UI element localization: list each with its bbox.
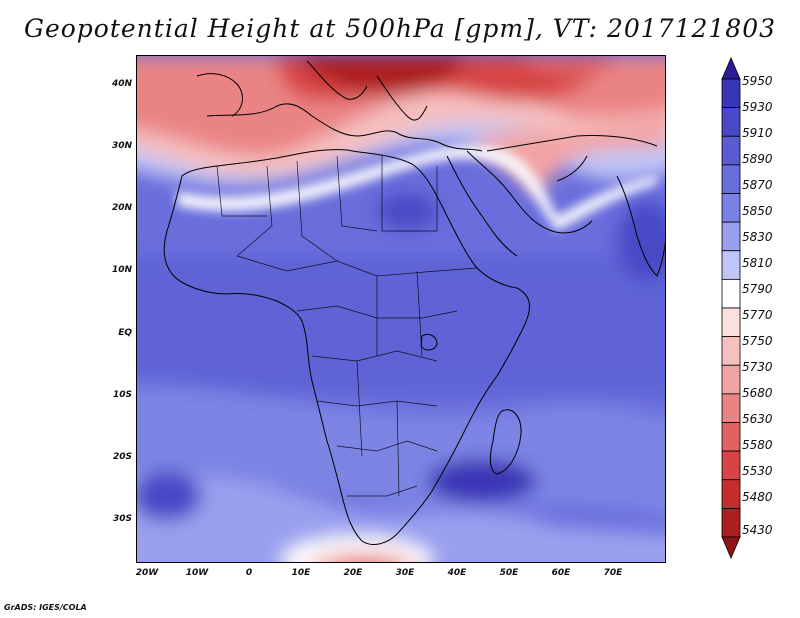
- colorbar-label: 5530: [742, 464, 773, 478]
- colorbar-label: 5870: [742, 178, 773, 192]
- colorbar-box: [721, 250, 741, 280]
- colorbar-box: [721, 336, 741, 366]
- colorbar-label: 5890: [742, 152, 773, 166]
- colorbar-box: [721, 422, 741, 452]
- colorbar-box: [721, 479, 741, 509]
- lon-label-50e: 50E: [499, 568, 519, 578]
- colorbar-box: [721, 135, 741, 166]
- colorbar-bottom-arrow: [721, 536, 741, 559]
- lon-label-60e: 60E: [551, 568, 571, 578]
- lon-label-20e: 20E: [343, 568, 363, 578]
- colorbar-label: 5810: [742, 256, 773, 270]
- lat-label-10s: 10S: [112, 390, 132, 400]
- lat-label-20n: 20N: [111, 203, 132, 213]
- colorbar-label: 5430: [742, 523, 773, 537]
- lat-label-10n: 10N: [111, 265, 132, 275]
- lat-label-40n: 40N: [111, 79, 132, 89]
- colorbar-label: 5930: [742, 100, 773, 114]
- colorbar-box: [721, 307, 741, 338]
- credit-text: GrADS: IGES/COLA: [4, 603, 87, 612]
- lon-label-30e: 30E: [395, 568, 415, 578]
- colorbar-label: 5630: [742, 412, 773, 426]
- lon-label-40e: 40E: [447, 568, 467, 578]
- lon-label-70e: 70E: [603, 568, 623, 578]
- colorbar-label: 5830: [742, 230, 773, 244]
- lon-label-0: 0: [245, 568, 253, 578]
- colorbar-label: 5910: [742, 126, 773, 140]
- lat-label-30s: 30S: [112, 514, 132, 524]
- geopotential-field: [137, 56, 665, 562]
- colorbar-label: 5950: [742, 74, 773, 88]
- lat-label-30n: 30N: [111, 141, 132, 151]
- colorbar-label: 5680: [742, 386, 773, 400]
- colorbar-box: [721, 507, 741, 538]
- lon-label-10w: 10W: [185, 568, 209, 578]
- colorbar-label: 5750: [742, 334, 773, 348]
- lat-label-20s: 20S: [112, 452, 132, 462]
- lon-label-20w: 20W: [135, 568, 159, 578]
- colorbar-label: 5850: [742, 204, 773, 218]
- colorbar-box: [721, 193, 741, 223]
- colorbar-box: [721, 278, 741, 309]
- colorbar-label: 5480: [742, 490, 773, 504]
- colorbar-box: [721, 364, 741, 395]
- colorbar-top-arrow: [721, 57, 741, 80]
- colorbar-label: 5790: [742, 282, 773, 296]
- colorbar-label: 5770: [742, 308, 773, 322]
- colorbar-label: 5580: [742, 438, 773, 452]
- lat-label-eq: EQ: [118, 328, 132, 338]
- colorbar-label: 5730: [742, 360, 773, 374]
- colorbar: [721, 57, 741, 559]
- chart-title: Geopotential Height at 500hPa [gpm], VT:…: [23, 14, 777, 43]
- coastlines: [163, 60, 665, 545]
- colorbar-box: [721, 221, 741, 252]
- colorbar-box: [721, 393, 741, 423]
- colorbar-box: [721, 107, 741, 137]
- colorbar-box: [721, 78, 741, 109]
- colorbar-box: [721, 164, 741, 194]
- lon-label-10e: 10E: [291, 568, 311, 578]
- colorbar-box: [721, 450, 741, 481]
- map-panel: [136, 55, 666, 563]
- borders: [216, 155, 478, 497]
